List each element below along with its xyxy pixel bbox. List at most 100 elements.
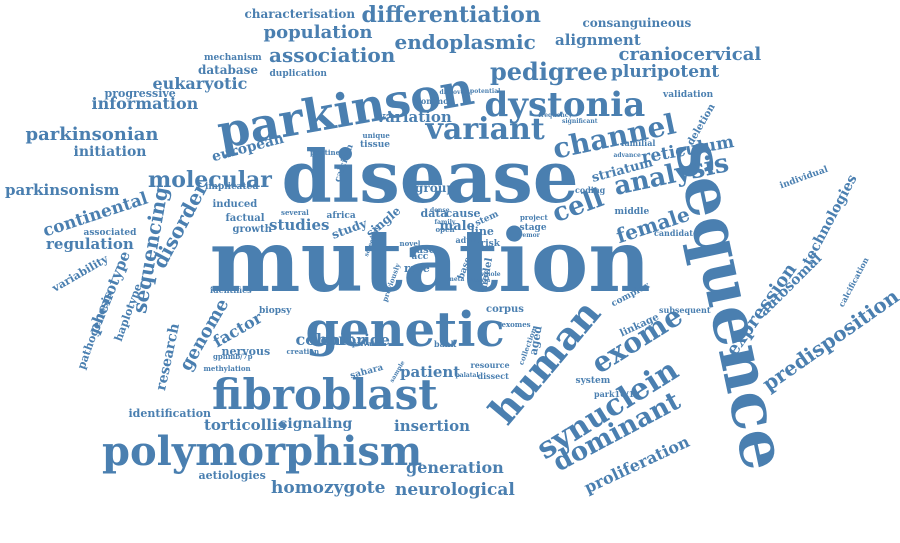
word-middle: middle	[614, 206, 650, 217]
word-tissue: tissue	[360, 139, 390, 150]
word-bank: bank	[434, 339, 457, 349]
word-acc: acc	[411, 251, 429, 262]
word-induced: induced	[212, 199, 258, 210]
word-chloride: chloride	[320, 330, 390, 349]
word-regulation: regulation	[46, 234, 134, 253]
word-exomes: exomes	[501, 319, 531, 329]
word-stage: stage	[519, 222, 547, 233]
word-characterisation: characterisation	[244, 7, 356, 21]
word-torticollis: torticollis	[204, 415, 287, 434]
word-adult: adult	[455, 235, 479, 245]
word-association: association	[269, 43, 396, 67]
word-mechanism: mechanism	[204, 52, 262, 63]
word-rare: rare	[404, 261, 430, 275]
word-pluripotent: pluripotent	[611, 61, 720, 82]
word-identification: identification	[128, 406, 212, 420]
word-discovery: discovery	[439, 89, 471, 96]
word-variation: variation	[376, 107, 452, 126]
word-palatal: palatal	[455, 372, 479, 379]
word-candidate: candidate	[654, 228, 699, 238]
word-biopsy: biopsy	[259, 305, 292, 316]
word-resource: resource	[470, 360, 510, 370]
word-creation: creation	[286, 346, 320, 356]
word-growth: growth	[232, 224, 272, 235]
word-park16-1q: park16/1q	[594, 389, 640, 399]
word-studies: studies	[269, 215, 330, 234]
word-novel: novel	[399, 238, 421, 248]
word-information: information	[91, 94, 199, 113]
word-group: group	[415, 181, 455, 195]
word-familial: familial	[621, 138, 656, 148]
word-progressive: progressive	[104, 86, 176, 100]
word-signaling: signaling	[279, 416, 353, 432]
word-database: database	[198, 63, 259, 77]
word-differentiation: differentiation	[361, 2, 541, 28]
word-polymorphism: polymorphism	[102, 428, 423, 475]
word-family: family	[434, 219, 456, 226]
word-molecular: molecular	[148, 167, 272, 193]
word-significant: significant	[562, 118, 598, 125]
word-tremor: tremor	[516, 232, 540, 239]
word-ataxia: ataxia	[470, 277, 491, 284]
word-fibroblast: fibroblast	[212, 370, 438, 419]
word-individual: individual	[778, 164, 830, 191]
word-associated: associated	[83, 227, 137, 238]
word-genetic: genetic	[305, 302, 505, 358]
word-parkinsonian: parkinsonian	[25, 124, 159, 145]
word-factual: factual	[225, 213, 265, 224]
word-case: case	[410, 245, 436, 256]
word-duplication: duplication	[269, 68, 327, 79]
word-insertion: insertion	[394, 416, 471, 435]
word-common: common	[416, 96, 455, 106]
word-open: open	[435, 224, 455, 234]
word-project: project	[520, 212, 548, 222]
word-africa: africa	[326, 210, 356, 221]
word-coding: coding	[575, 185, 606, 195]
word-several: several	[281, 207, 309, 217]
word-eukaryotic: eukaryotic	[152, 74, 248, 93]
word-cohort: cohort	[295, 330, 355, 349]
word-gpnmb-7p: gpnmb/7p	[213, 351, 253, 361]
word-parkinsonism: parkinsonism	[5, 180, 120, 199]
word-endoplasmic: endoplasmic	[394, 30, 536, 54]
word-homozygote: homozygote	[271, 477, 386, 498]
word-subsequent: subsequent	[659, 305, 711, 315]
word-dystonia: dystonia	[484, 85, 646, 125]
word-pedigree: pedigree	[490, 57, 608, 86]
word-corpus: corpus	[486, 304, 524, 315]
word-validation: validation	[663, 89, 714, 100]
word-variant: variant	[425, 112, 545, 147]
word-dissect: dissect	[477, 371, 509, 381]
word-meta: meta	[447, 276, 465, 283]
word-disease: disease	[281, 134, 579, 219]
word-patient: patient	[400, 362, 461, 381]
word-cause: cause	[445, 206, 481, 220]
word-alignment: alignment	[555, 30, 641, 49]
word-generation: generation	[406, 458, 504, 477]
word-craniocervical: craniocervical	[618, 44, 762, 65]
word-methylation: methylation	[203, 363, 251, 373]
word-private: private	[352, 338, 380, 348]
word-neurological: neurological	[395, 479, 515, 500]
word-implicated: implicated	[205, 181, 259, 192]
word-nervous: nervous	[221, 344, 271, 358]
word-dense: dense	[430, 207, 450, 214]
word-consanguineous: consanguineous	[582, 16, 692, 30]
word-population: population	[263, 22, 373, 43]
word-system: system	[575, 375, 611, 386]
word-male: male	[439, 218, 475, 234]
word-mutation: mutation	[209, 211, 651, 312]
word-frequency: frequency	[538, 112, 572, 119]
word-risk: risk	[480, 238, 500, 249]
word-aetiologies: aetiologies	[198, 468, 266, 482]
word-unique: unique	[362, 130, 390, 140]
word-pontine: pontine	[310, 147, 341, 157]
word-initiation: initiation	[73, 144, 147, 160]
word-advance: advance	[613, 152, 641, 159]
word-potential: potential	[470, 88, 501, 95]
word-identifies: identifies	[210, 285, 252, 295]
word-line: line	[470, 224, 494, 238]
word-data: data	[420, 206, 448, 220]
word-whole: whole	[481, 271, 501, 278]
